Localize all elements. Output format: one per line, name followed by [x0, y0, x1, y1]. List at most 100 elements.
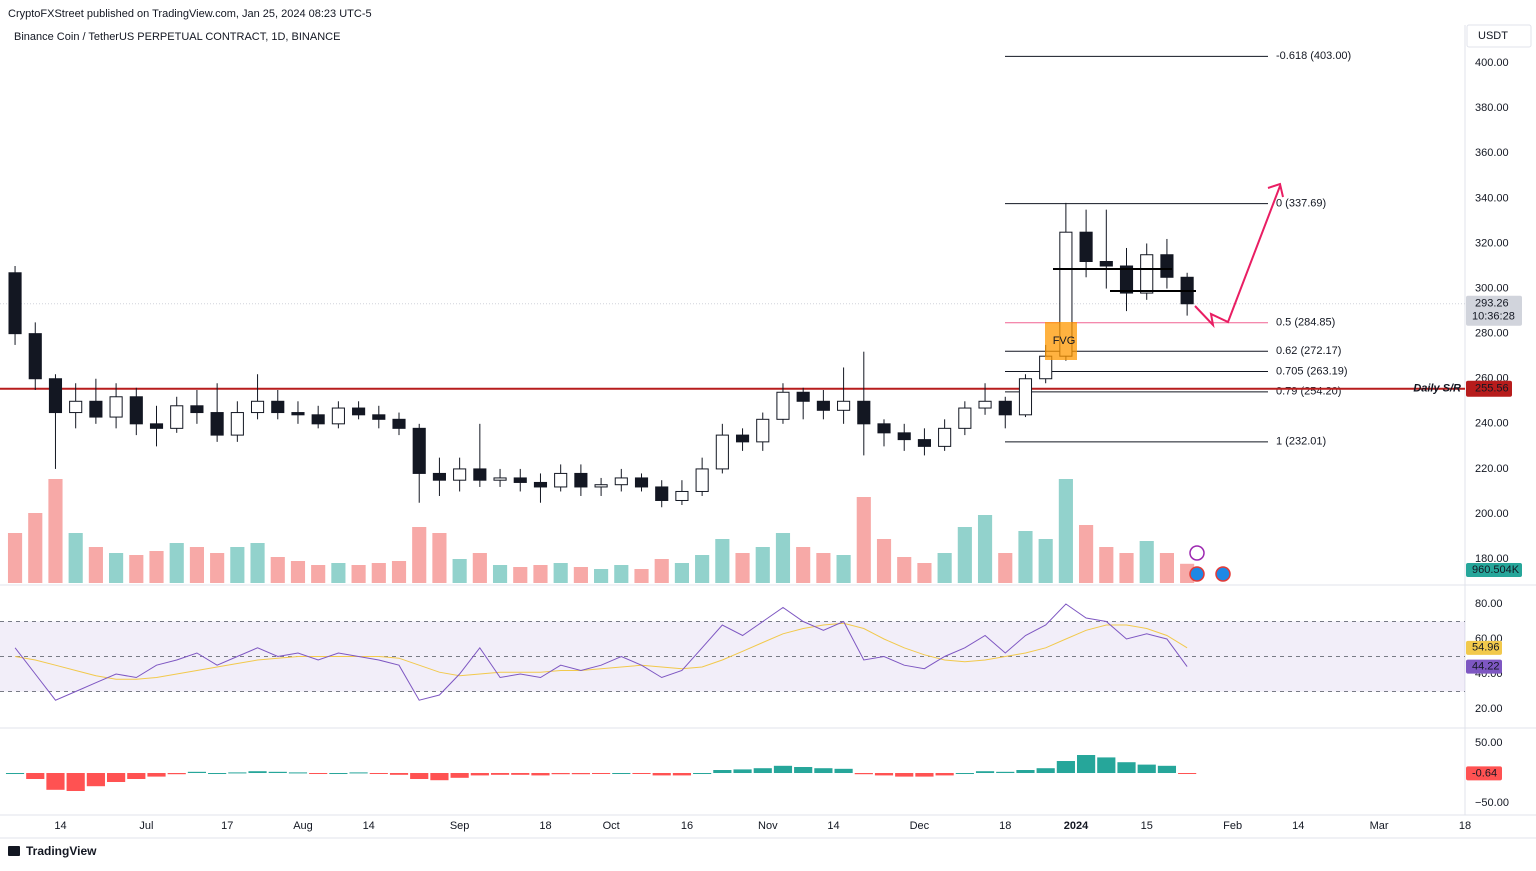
chart-title: Binance Coin / TetherUS PERPETUAL CONTRA…: [14, 31, 340, 43]
candle-body: [776, 391, 790, 420]
candle-body: [1018, 378, 1033, 416]
volume-bar: [654, 559, 669, 583]
y-tick-label: 380.00: [1475, 102, 1509, 114]
brand-name: TradingView: [26, 844, 97, 858]
macd-bar: [1178, 773, 1197, 775]
volume-bar: [917, 563, 932, 583]
volume-badge: [1466, 563, 1522, 577]
volume-bar: [755, 547, 770, 583]
macd-bar: [1117, 762, 1136, 774]
candle-body: [796, 391, 810, 402]
volume-bar: [28, 513, 43, 583]
volume-bar: [230, 547, 245, 583]
x-tick-label: Mar: [1370, 820, 1389, 832]
candle-body: [695, 468, 709, 492]
x-tick-label: 18: [999, 820, 1011, 832]
candle-body: [655, 486, 669, 501]
volume-bar: [432, 533, 447, 583]
y-tick-label: 400.00: [1475, 57, 1509, 69]
candle-body: [978, 400, 992, 409]
x-tick-label: 2024: [1064, 820, 1089, 832]
macd-bar: [26, 773, 45, 780]
volume-bar: [614, 565, 629, 583]
volume-bar: [210, 553, 225, 583]
macd-bar: [612, 773, 631, 775]
candle-body: [917, 439, 931, 447]
x-tick-label: 14: [54, 820, 66, 832]
y-tick-label: 200.00: [1475, 508, 1509, 520]
macd-bar: [652, 773, 671, 776]
macd-bar: [814, 768, 833, 774]
y-tick-label: 340.00: [1475, 192, 1509, 204]
volume-bar: [715, 539, 730, 583]
candle-body: [109, 396, 123, 418]
fib-label: 0.62 (272.17): [1276, 345, 1341, 357]
rsi-line: [14, 603, 1188, 701]
candle-body: [675, 490, 689, 501]
volume-bar: [250, 543, 265, 583]
range-lines: [1053, 268, 1196, 292]
volume-bar: [189, 547, 204, 583]
volume-bar: [1018, 531, 1033, 583]
macd-bar: [592, 773, 611, 775]
volume-bar: [796, 547, 811, 583]
x-tick-label: Aug: [293, 820, 313, 832]
x-tick-label: 18: [539, 820, 551, 832]
x-tick-label: Sep: [450, 820, 470, 832]
candle-body: [331, 407, 345, 425]
macd-bar: [127, 773, 146, 780]
macd-bar: [490, 773, 510, 775]
macd-value: -0.64: [1472, 767, 1497, 779]
last-price: 293.26: [1475, 298, 1509, 310]
projection-arrow: [1194, 182, 1284, 329]
volume-bar: [816, 553, 831, 583]
candle-body: [877, 423, 891, 434]
x-tick-label: Feb: [1223, 820, 1242, 832]
candle-body: [837, 400, 851, 411]
x-tick-label: Dec: [910, 820, 930, 832]
layout: [0, 24, 1536, 839]
candle-body: [958, 407, 972, 429]
macd-bar: [693, 773, 712, 775]
volume-bar: [452, 559, 467, 583]
volume-bar: [311, 565, 326, 583]
candle-body: [210, 412, 224, 436]
macd-bar: [551, 773, 570, 775]
volume-bar: [290, 561, 306, 583]
candle-body: [1119, 265, 1134, 294]
volume-bar: [48, 479, 63, 583]
volume-bar: [169, 543, 184, 583]
candle-body: [392, 418, 406, 429]
candle-body: [998, 400, 1012, 416]
volume-bar: [573, 567, 588, 583]
y-tick-label: 300.00: [1475, 282, 1509, 294]
candle-body: [1099, 261, 1113, 267]
macd-bar: [511, 773, 530, 775]
volume-bar: [472, 553, 487, 583]
volume-bar: [1038, 539, 1053, 583]
x-tick-label: Jul: [139, 820, 153, 832]
macd-bar: [470, 773, 489, 776]
macd-bar: [1157, 765, 1177, 774]
countdown: 10:36:28: [1472, 311, 1515, 323]
rsi-badge: [1466, 659, 1502, 674]
volume-bar: [775, 533, 791, 583]
x-tick-label: 14: [363, 820, 375, 832]
macd-bar: [369, 773, 388, 775]
macd-bar: [975, 771, 995, 774]
volume-bar: [149, 551, 164, 583]
macd-bar: [773, 765, 793, 774]
header: CryptoFXStreet published on TradingView.…: [8, 8, 372, 20]
macd-bar: [86, 773, 105, 787]
y-tick-label: 180.00: [1475, 553, 1509, 565]
fib-label: 0 (337.69): [1276, 197, 1326, 209]
support-price: 255.56: [1475, 383, 1509, 395]
candle-body: [271, 400, 285, 414]
rsi-ma-value: 54.96: [1472, 642, 1500, 654]
candle-body: [89, 400, 103, 418]
macd-bar: [1097, 757, 1116, 774]
candle-body: [170, 405, 184, 429]
volume-bar: [937, 553, 952, 583]
macd-bar: [1077, 755, 1096, 774]
macd-bar: [268, 771, 287, 774]
